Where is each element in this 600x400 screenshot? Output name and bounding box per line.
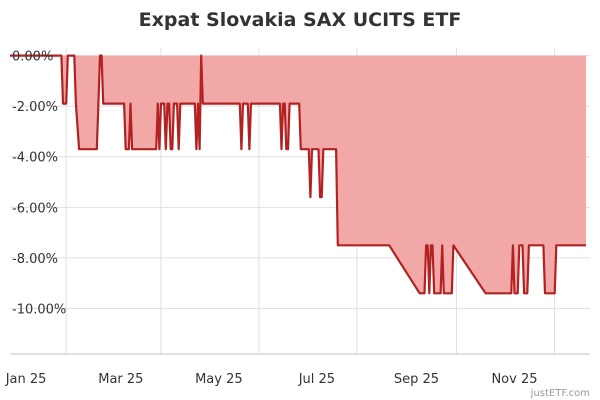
x-tick-label: Mar 25 — [98, 372, 143, 387]
y-tick-label: -10.00% — [12, 302, 66, 317]
x-tick-label: Sep 25 — [394, 372, 439, 387]
y-tick-label: 0.00% — [12, 50, 53, 65]
y-tick-label: -2.00% — [12, 100, 58, 115]
y-tick-label: -6.00% — [12, 201, 58, 216]
y-tick-label: -4.00% — [12, 151, 58, 166]
x-tick-label: Jul 25 — [298, 372, 335, 387]
x-tick-label: May 25 — [195, 372, 243, 387]
drawdown-line — [10, 54, 586, 295]
chart-title: Expat Slovakia SAX UCITS ETF — [139, 9, 462, 31]
y-tick-label: -8.00% — [12, 252, 58, 267]
x-axis-labels: Jan 25 Mar 25 May 25 Jul 25 Sep 25 Nov 25 — [5, 372, 538, 387]
y-axis-labels: 0.00% -2.00% -4.00% -6.00% -8.00% -10.00% — [12, 50, 66, 318]
credit-label: justETF.com — [530, 388, 590, 399]
drawdown-fill — [61, 55, 586, 294]
drawdown-area — [10, 54, 586, 295]
x-tick-label: Nov 25 — [491, 372, 537, 387]
x-tick-label: Jan 25 — [5, 372, 47, 387]
